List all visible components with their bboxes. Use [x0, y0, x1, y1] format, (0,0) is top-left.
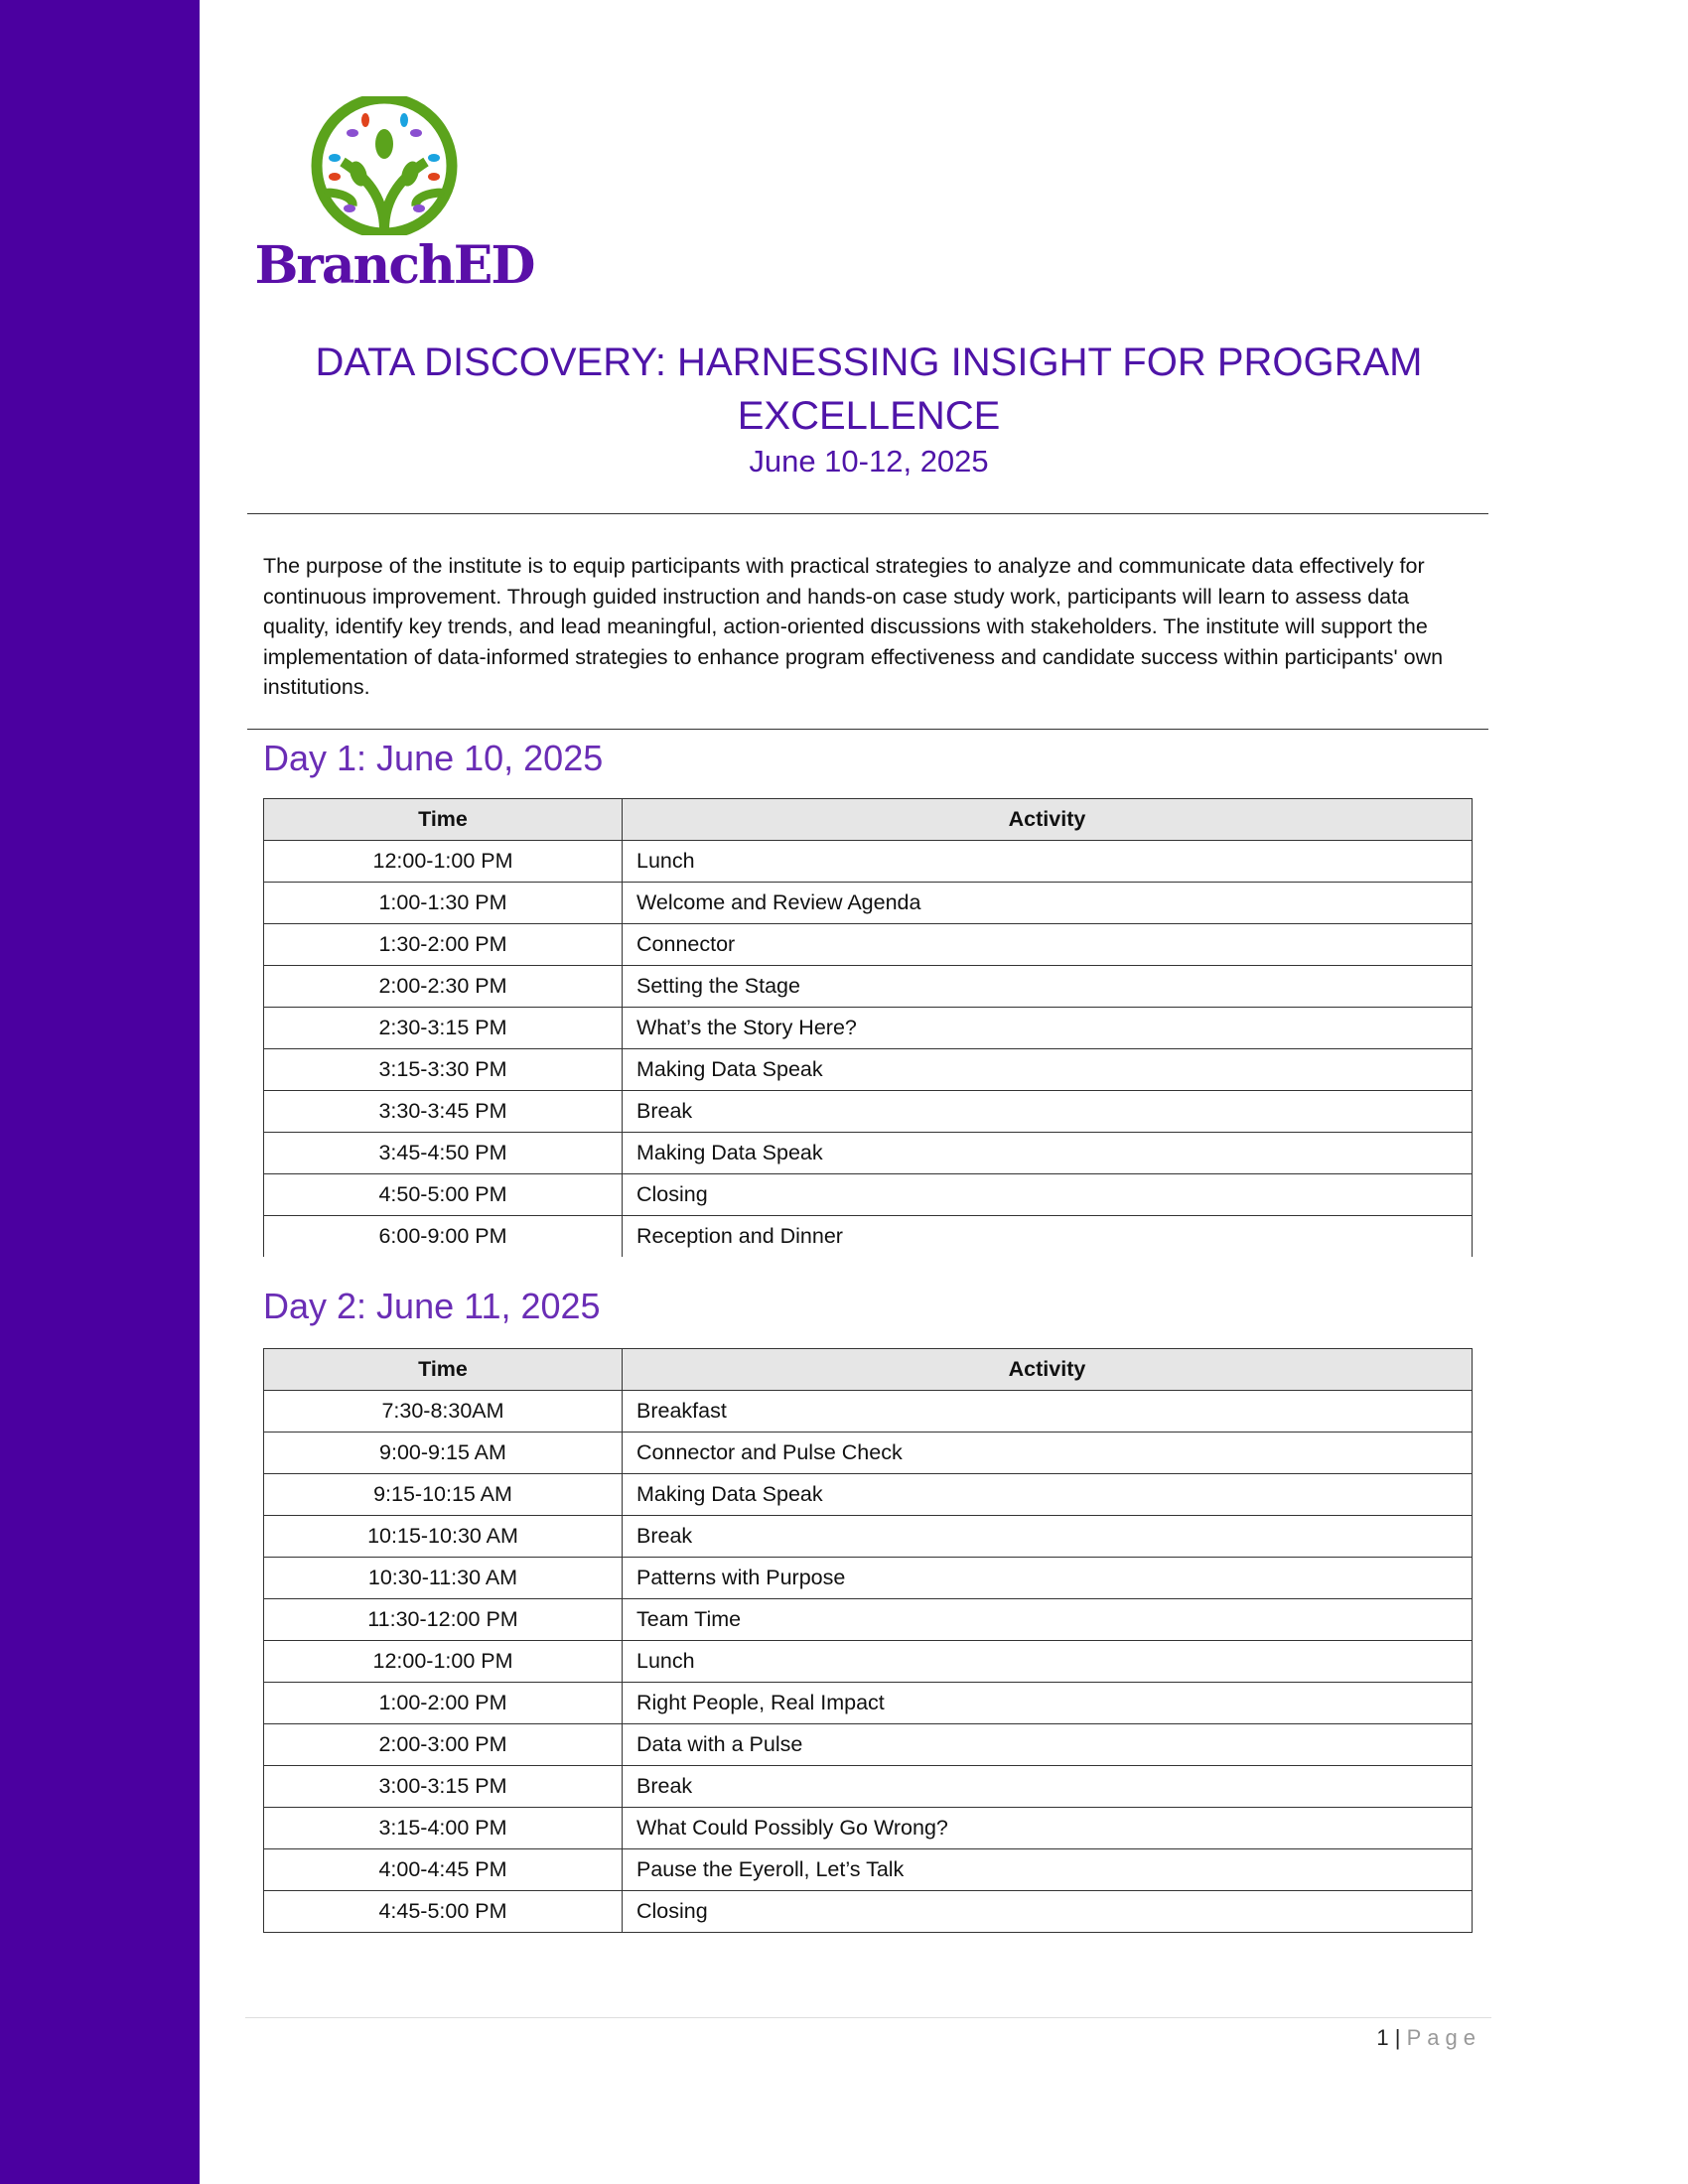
activity-cell: Break: [622, 1090, 1473, 1133]
day1-schedule-table: Time Activity 12:00-1:00 PM Lunch 1:00-1:3…: [263, 798, 1473, 1257]
time-cell: 4:45-5:00 PM: [263, 1890, 623, 1933]
intro-paragraph: The purpose of the institute is to equip…: [263, 554, 1444, 699]
time-cell: 3:00-3:15 PM: [263, 1765, 623, 1808]
time-cell: 12:00-1:00 PM: [263, 1640, 623, 1683]
time-cell: 6:00-9:00 PM: [263, 1215, 623, 1257]
divider: [247, 729, 1488, 730]
column-header-activity: Activity: [622, 1348, 1473, 1391]
activity-cell: Closing: [622, 1890, 1473, 1933]
time-cell: 4:00-4:45 PM: [263, 1848, 623, 1891]
time-cell: 7:30-8:30AM: [263, 1390, 623, 1433]
column-header-time: Time: [263, 1348, 623, 1391]
activity-cell: Team Time: [622, 1598, 1473, 1641]
page-number-value: 1: [1376, 2025, 1389, 2050]
table-row: 6:00-9:00 PM Reception and Dinner: [263, 1215, 1473, 1257]
time-cell: 3:30-3:45 PM: [263, 1090, 623, 1133]
day2-schedule-table: Time Activity 7:30-8:30AM Breakfast 9:00-9…: [263, 1348, 1473, 1933]
activity-cell: Break: [622, 1515, 1473, 1558]
time-cell: 10:30-11:30 AM: [263, 1557, 623, 1599]
table-row: 4:00-4:45 PM Pause the Eyeroll, Let’s Tal…: [263, 1848, 1473, 1891]
activity-cell: Lunch: [622, 840, 1473, 883]
document-title: DATA DISCOVERY: HARNESSING INSIGHT FOR P…: [315, 341, 1423, 438]
table-row: 10:30-11:30 AM Patterns with Purpose: [263, 1557, 1473, 1599]
time-cell: 1:30-2:00 PM: [263, 923, 623, 966]
table-row: 10:15-10:30 AM Break: [263, 1515, 1473, 1558]
activity-cell: Breakfast: [622, 1390, 1473, 1433]
logo-wordmark: BranchED: [254, 235, 535, 296]
activity-cell: Data with a Pulse: [622, 1723, 1473, 1766]
activity-cell: Making Data Speak: [622, 1048, 1473, 1091]
time-cell: 10:15-10:30 AM: [263, 1515, 623, 1558]
activity-cell: Connector: [622, 923, 1473, 966]
table-row: 3:15-3:30 PM Making Data Speak: [263, 1048, 1473, 1091]
table-row: 1:30-2:00 PM Connector: [263, 923, 1473, 966]
activity-cell: Setting the Stage: [622, 965, 1473, 1008]
time-cell: 12:00-1:00 PM: [263, 840, 623, 883]
time-cell: 2:30-3:15 PM: [263, 1007, 623, 1049]
activity-cell: Connector and Pulse Check: [622, 1432, 1473, 1474]
footer-divider: [245, 2017, 1491, 2018]
activity-cell: Right People, Real Impact: [622, 1682, 1473, 1724]
activity-cell: Reception and Dinner: [622, 1215, 1473, 1257]
table-row: 3:30-3:45 PM Break: [263, 1090, 1473, 1133]
table-row: 1:00-2:00 PM Right People, Real Impact: [263, 1682, 1473, 1724]
time-cell: 1:00-1:30 PM: [263, 882, 623, 924]
column-header-activity: Activity: [622, 798, 1473, 841]
divider: [247, 513, 1488, 514]
page-label: Page: [1406, 2025, 1481, 2050]
activity-cell: Welcome and Review Agenda: [622, 882, 1473, 924]
page-separator: |: [1394, 2025, 1401, 2050]
table-row: 2:30-3:15 PM What’s the Story Here?: [263, 1007, 1473, 1049]
time-cell: 1:00-2:00 PM: [263, 1682, 623, 1724]
table-row: 7:30-8:30AM Breakfast: [263, 1390, 1473, 1433]
event-dates: June 10-12, 2025: [749, 444, 989, 478]
activity-cell: Closing: [622, 1173, 1473, 1216]
time-cell: 4:50-5:00 PM: [263, 1173, 623, 1216]
time-cell: 3:45-4:50 PM: [263, 1132, 623, 1174]
table-row: 3:00-3:15 PM Break: [263, 1765, 1473, 1808]
page-number: 1 | Page: [1376, 2025, 1481, 2051]
day1-heading: Day 1: June 10, 2025: [263, 738, 604, 778]
activity-cell: What’s the Story Here?: [622, 1007, 1473, 1049]
table-row: 2:00-2:30 PM Setting the Stage: [263, 965, 1473, 1008]
table-row: 4:45-5:00 PM Closing: [263, 1890, 1473, 1933]
table-row: 12:00-1:00 PM Lunch: [263, 1640, 1473, 1683]
table-row: 1:00-1:30 PM Welcome and Review Agenda: [263, 882, 1473, 924]
table-row: 9:00-9:15 AM Connector and Pulse Check: [263, 1432, 1473, 1474]
time-cell: 2:00-3:00 PM: [263, 1723, 623, 1766]
time-cell: 9:15-10:15 AM: [263, 1473, 623, 1516]
table-row: 9:15-10:15 AM Making Data Speak: [263, 1473, 1473, 1516]
time-cell: 9:00-9:15 AM: [263, 1432, 623, 1474]
branched-logo: BranchED: [245, 92, 543, 300]
table-row: 3:45-4:50 PM Making Data Speak: [263, 1132, 1473, 1174]
activity-cell: Lunch: [622, 1640, 1473, 1683]
activity-cell: Making Data Speak: [622, 1132, 1473, 1174]
tree-icon: [311, 92, 458, 239]
activity-cell: Patterns with Purpose: [622, 1557, 1473, 1599]
table-row: 11:30-12:00 PM Team Time: [263, 1598, 1473, 1641]
activity-cell: Break: [622, 1765, 1473, 1808]
time-cell: 2:00-2:30 PM: [263, 965, 623, 1008]
time-cell: 3:15-4:00 PM: [263, 1807, 623, 1849]
sidebar-band: [0, 0, 200, 2184]
column-header-time: Time: [263, 798, 623, 841]
table-row: 4:50-5:00 PM Closing: [263, 1173, 1473, 1216]
table-row: 12:00-1:00 PM Lunch: [263, 840, 1473, 883]
time-cell: 3:15-3:30 PM: [263, 1048, 623, 1091]
table-row: 3:15-4:00 PM What Could Possibly Go Wrong…: [263, 1807, 1473, 1849]
table-row: 2:00-3:00 PM Data with a Pulse: [263, 1723, 1473, 1766]
activity-cell: Making Data Speak: [622, 1473, 1473, 1516]
activity-cell: What Could Possibly Go Wrong?: [622, 1807, 1473, 1849]
activity-cell: Pause the Eyeroll, Let’s Talk: [622, 1848, 1473, 1891]
time-cell: 11:30-12:00 PM: [263, 1598, 623, 1641]
day2-heading: Day 2: June 11, 2025: [263, 1286, 601, 1326]
